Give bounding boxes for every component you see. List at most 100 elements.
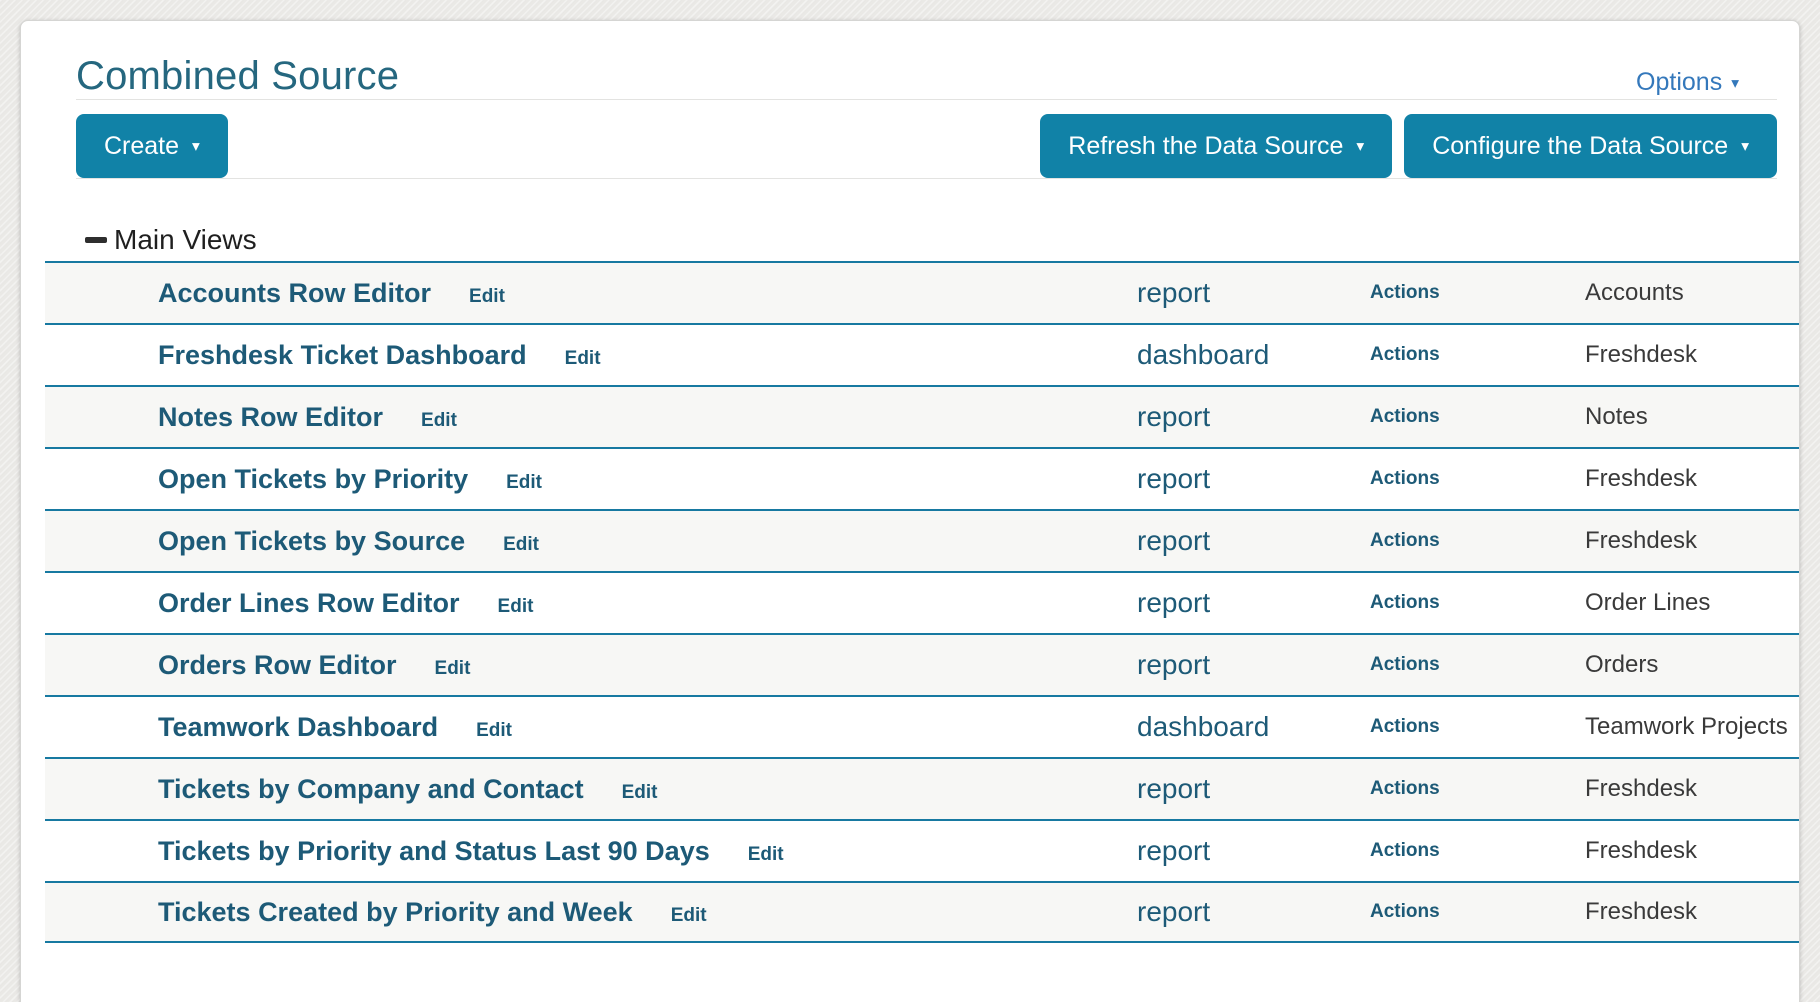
view-type-link[interactable]: report xyxy=(1137,463,1211,494)
data-source-card: Combined Source Options ▾ Create ▾ Refre… xyxy=(20,20,1800,1002)
edit-link[interactable]: Edit xyxy=(564,347,601,369)
edit-link[interactable]: Edit xyxy=(503,533,540,555)
view-name-cell: Notes Row Editor Edit xyxy=(45,402,1137,433)
edit-link[interactable]: Edit xyxy=(747,843,784,865)
table-row: Notes Row Editor Edit report Actions Not… xyxy=(45,385,1799,447)
header-divider xyxy=(76,99,1777,100)
collapse-section-icon[interactable] xyxy=(85,237,107,243)
refresh-button-label: Refresh the Data Source xyxy=(1068,131,1344,160)
table-row: Orders Row Editor Edit report Actions Or… xyxy=(45,633,1799,695)
view-type-link[interactable]: dashboard xyxy=(1137,339,1270,370)
view-type-link[interactable]: report xyxy=(1137,896,1211,927)
view-name-cell: Tickets Created by Priority and Week Edi… xyxy=(45,897,1137,928)
source-name: Freshdesk xyxy=(1585,341,1698,368)
view-type-link[interactable]: report xyxy=(1137,773,1211,804)
view-name-link[interactable]: Tickets Created by Priority and Week xyxy=(158,896,633,927)
actions-link[interactable]: Actions xyxy=(1370,344,1440,365)
table-row: Freshdesk Ticket Dashboard Edit dashboar… xyxy=(45,323,1799,385)
view-name-link[interactable]: Open Tickets by Priority xyxy=(158,463,469,494)
actions-link[interactable]: Actions xyxy=(1370,468,1440,489)
source-name: Freshdesk xyxy=(1585,898,1698,925)
actions-link[interactable]: Actions xyxy=(1370,654,1440,675)
actions-link[interactable]: Actions xyxy=(1370,592,1440,613)
table-row: Tickets by Company and Contact Edit repo… xyxy=(45,757,1799,819)
view-name-link[interactable]: Teamwork Dashboard xyxy=(158,711,439,742)
view-name-link[interactable]: Freshdesk Ticket Dashboard xyxy=(158,339,527,370)
source-name: Freshdesk xyxy=(1585,527,1698,554)
card-header: Combined Source Options ▾ xyxy=(76,21,1777,99)
view-name-cell: Accounts Row Editor Edit xyxy=(45,278,1137,309)
caret-down-icon: ▾ xyxy=(1741,137,1749,156)
view-type-cell: report xyxy=(1137,277,1370,309)
view-name-link[interactable]: Notes Row Editor xyxy=(158,401,384,432)
view-type-cell: dashboard xyxy=(1137,339,1370,371)
refresh-data-source-button[interactable]: Refresh the Data Source ▾ xyxy=(1040,114,1393,178)
table-row: Tickets Created by Priority and Week Edi… xyxy=(45,881,1799,943)
section-header: Main Views xyxy=(76,223,1777,257)
actions-cell: Actions xyxy=(1370,468,1585,490)
view-name-link[interactable]: Tickets by Company and Contact xyxy=(158,773,584,804)
view-type-cell: report xyxy=(1137,835,1370,867)
source-cell: Freshdesk xyxy=(1585,837,1799,865)
view-type-link[interactable]: dashboard xyxy=(1137,711,1270,742)
view-type-cell: report xyxy=(1137,896,1370,928)
edit-link[interactable]: Edit xyxy=(421,409,457,431)
view-name-link[interactable]: Tickets by Priority and Status Last 90 D… xyxy=(158,835,710,866)
actions-cell: Actions xyxy=(1370,344,1585,366)
section-title: Main Views xyxy=(114,224,257,255)
view-name-link[interactable]: Accounts Row Editor xyxy=(158,277,432,308)
view-name-link[interactable]: Open Tickets by Source xyxy=(158,525,466,556)
table-row: Teamwork Dashboard Edit dashboard Action… xyxy=(45,695,1799,757)
edit-link[interactable]: Edit xyxy=(469,285,505,307)
edit-link[interactable]: Edit xyxy=(506,471,542,493)
view-name-cell: Tickets by Company and Contact Edit xyxy=(45,774,1137,805)
actions-link[interactable]: Actions xyxy=(1370,778,1440,799)
view-type-link[interactable]: report xyxy=(1137,835,1211,866)
caret-down-icon: ▾ xyxy=(1731,73,1739,92)
view-type-link[interactable]: report xyxy=(1137,525,1211,556)
configure-button-label: Configure the Data Source xyxy=(1432,131,1729,160)
view-type-link[interactable]: report xyxy=(1137,277,1211,308)
actions-link[interactable]: Actions xyxy=(1370,901,1440,922)
create-button[interactable]: Create ▾ xyxy=(76,114,228,178)
caret-down-icon: ▾ xyxy=(192,137,200,156)
actions-cell: Actions xyxy=(1370,901,1585,923)
actions-link[interactable]: Actions xyxy=(1370,406,1440,427)
source-name: Freshdesk xyxy=(1585,837,1698,864)
view-name-link[interactable]: Orders Row Editor xyxy=(158,649,397,680)
actions-link[interactable]: Actions xyxy=(1370,282,1440,303)
view-type-link[interactable]: report xyxy=(1137,587,1211,618)
table-row: Accounts Row Editor Edit report Actions … xyxy=(45,261,1799,323)
edit-link[interactable]: Edit xyxy=(434,657,471,679)
source-cell: Notes xyxy=(1585,403,1799,431)
edit-link[interactable]: Edit xyxy=(497,595,534,617)
toolbar-divider xyxy=(76,178,1777,179)
create-button-label: Create xyxy=(104,131,180,160)
edit-link[interactable]: Edit xyxy=(476,719,512,741)
source-name: Order Lines xyxy=(1585,589,1711,616)
view-type-cell: report xyxy=(1137,649,1370,681)
source-name: Orders xyxy=(1585,651,1659,678)
source-name: Teamwork Projects xyxy=(1585,713,1788,740)
actions-link[interactable]: Actions xyxy=(1370,716,1440,737)
view-type-cell: report xyxy=(1137,525,1370,557)
view-name-link[interactable]: Order Lines Row Editor xyxy=(158,587,460,618)
configure-data-source-button[interactable]: Configure the Data Source ▾ xyxy=(1404,114,1777,178)
actions-cell: Actions xyxy=(1370,406,1585,428)
source-cell: Teamwork Projects xyxy=(1585,713,1799,741)
view-type-link[interactable]: report xyxy=(1137,649,1211,680)
edit-link[interactable]: Edit xyxy=(621,781,658,803)
source-cell: Order Lines xyxy=(1585,589,1799,617)
source-cell: Accounts xyxy=(1585,279,1799,307)
table-row: Open Tickets by Priority Edit report Act… xyxy=(45,447,1799,509)
actions-link[interactable]: Actions xyxy=(1370,530,1440,551)
options-menu-button[interactable]: Options ▾ xyxy=(1636,68,1739,99)
view-type-cell: dashboard xyxy=(1137,711,1370,743)
actions-link[interactable]: Actions xyxy=(1370,840,1440,861)
edit-link[interactable]: Edit xyxy=(670,904,707,926)
actions-cell: Actions xyxy=(1370,654,1585,676)
table-row: Open Tickets by Source Edit report Actio… xyxy=(45,509,1799,571)
view-name-cell: Teamwork Dashboard Edit xyxy=(45,712,1137,743)
view-type-link[interactable]: report xyxy=(1137,401,1211,432)
actions-cell: Actions xyxy=(1370,530,1585,552)
